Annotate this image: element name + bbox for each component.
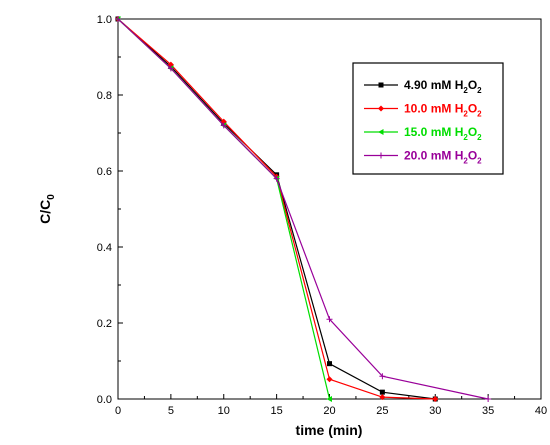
data-point [327, 361, 332, 367]
y-tick-label: 0.2 [97, 318, 112, 330]
legend-label-sub: 2 [463, 110, 468, 119]
legend-label-main: 20.0 mM H [404, 149, 463, 163]
legend-label-mid: O [468, 125, 477, 139]
legend-label: 20.0 mM H2O2 [404, 149, 482, 166]
legend-label-sub: 2 [477, 133, 482, 142]
legend-label-main: 15.0 mM H [404, 125, 463, 139]
legend-label-mid: O [468, 102, 477, 116]
y-tick-label: 0.0 [97, 394, 112, 406]
legend-item-3: 15.0 mM H2O2 [364, 125, 482, 142]
legend-label-mid: O [468, 149, 477, 163]
y-tick-label: 0.6 [97, 166, 112, 178]
x-tick-label: 0 [115, 405, 121, 417]
data-point [379, 389, 385, 395]
legend-label-sub: 2 [463, 157, 468, 166]
x-tick-label: 25 [376, 405, 388, 417]
data-point [379, 373, 386, 380]
data-point [485, 396, 492, 402]
legend-label: 15.0 mM H2O2 [404, 125, 482, 142]
data-point [167, 65, 174, 72]
x-axis: 0 5 10 15 20 25 30 35 40 [115, 394, 547, 417]
data-point [379, 394, 386, 401]
series-line [117, 18, 331, 400]
legend-label: 10.0 mM H2O2 [404, 102, 482, 119]
y-tick-label: 1.0 [97, 14, 112, 26]
x-tick-label: 35 [482, 405, 494, 417]
legend-item-1: 4.90 mM H2O2 [364, 78, 482, 95]
data-point [326, 376, 333, 383]
x-tick-label: 40 [535, 405, 547, 417]
y-axis: 0.0 0.2 0.4 0.6 0.8 1.0 [97, 14, 123, 406]
series-3 [115, 16, 332, 402]
legend-label: 4.90 mM H2O2 [404, 78, 482, 95]
legend-label-sub: 2 [463, 133, 468, 142]
data-point [115, 16, 121, 22]
legend-label-main: 4.90 mM H [404, 78, 463, 92]
legend-label-main: 10.0 mM H [404, 102, 463, 116]
legend-item-4: 20.0 mM H2O2 [364, 149, 482, 166]
y-axis-title-sub: 0 [46, 194, 57, 200]
x-tick-label: 30 [429, 405, 441, 417]
y-tick-label: 0.8 [97, 90, 112, 102]
series-layer [115, 16, 492, 402]
y-tick-label: 0.4 [97, 242, 112, 254]
legend-label-sub: 2 [477, 157, 482, 166]
series-4 [115, 16, 492, 402]
data-point [432, 396, 439, 402]
x-tick-label: 20 [323, 405, 335, 417]
legend-label-sub: 2 [477, 110, 482, 119]
data-point [220, 122, 227, 129]
legend-swatch-marker [378, 152, 384, 159]
data-point [273, 175, 280, 182]
data-point [326, 316, 333, 323]
legend-label-mid: O [468, 78, 477, 92]
x-axis-title: time (min) [296, 422, 363, 438]
legend-label-sub: 2 [463, 86, 468, 95]
legend-label-sub: 2 [477, 86, 482, 95]
legend-swatch-marker [378, 82, 384, 88]
x-tick-label: 5 [168, 405, 174, 417]
y-axis-title-main: C/C [37, 200, 53, 224]
y-axis-title: C/C0 [37, 194, 57, 224]
x-tick-label: 15 [271, 405, 283, 417]
legend-swatch-marker [378, 129, 384, 135]
legend-swatch-marker [378, 105, 384, 112]
data-point [326, 396, 332, 402]
x-tick-label: 10 [218, 405, 230, 417]
legend-item-2: 10.0 mM H2O2 [364, 102, 482, 119]
